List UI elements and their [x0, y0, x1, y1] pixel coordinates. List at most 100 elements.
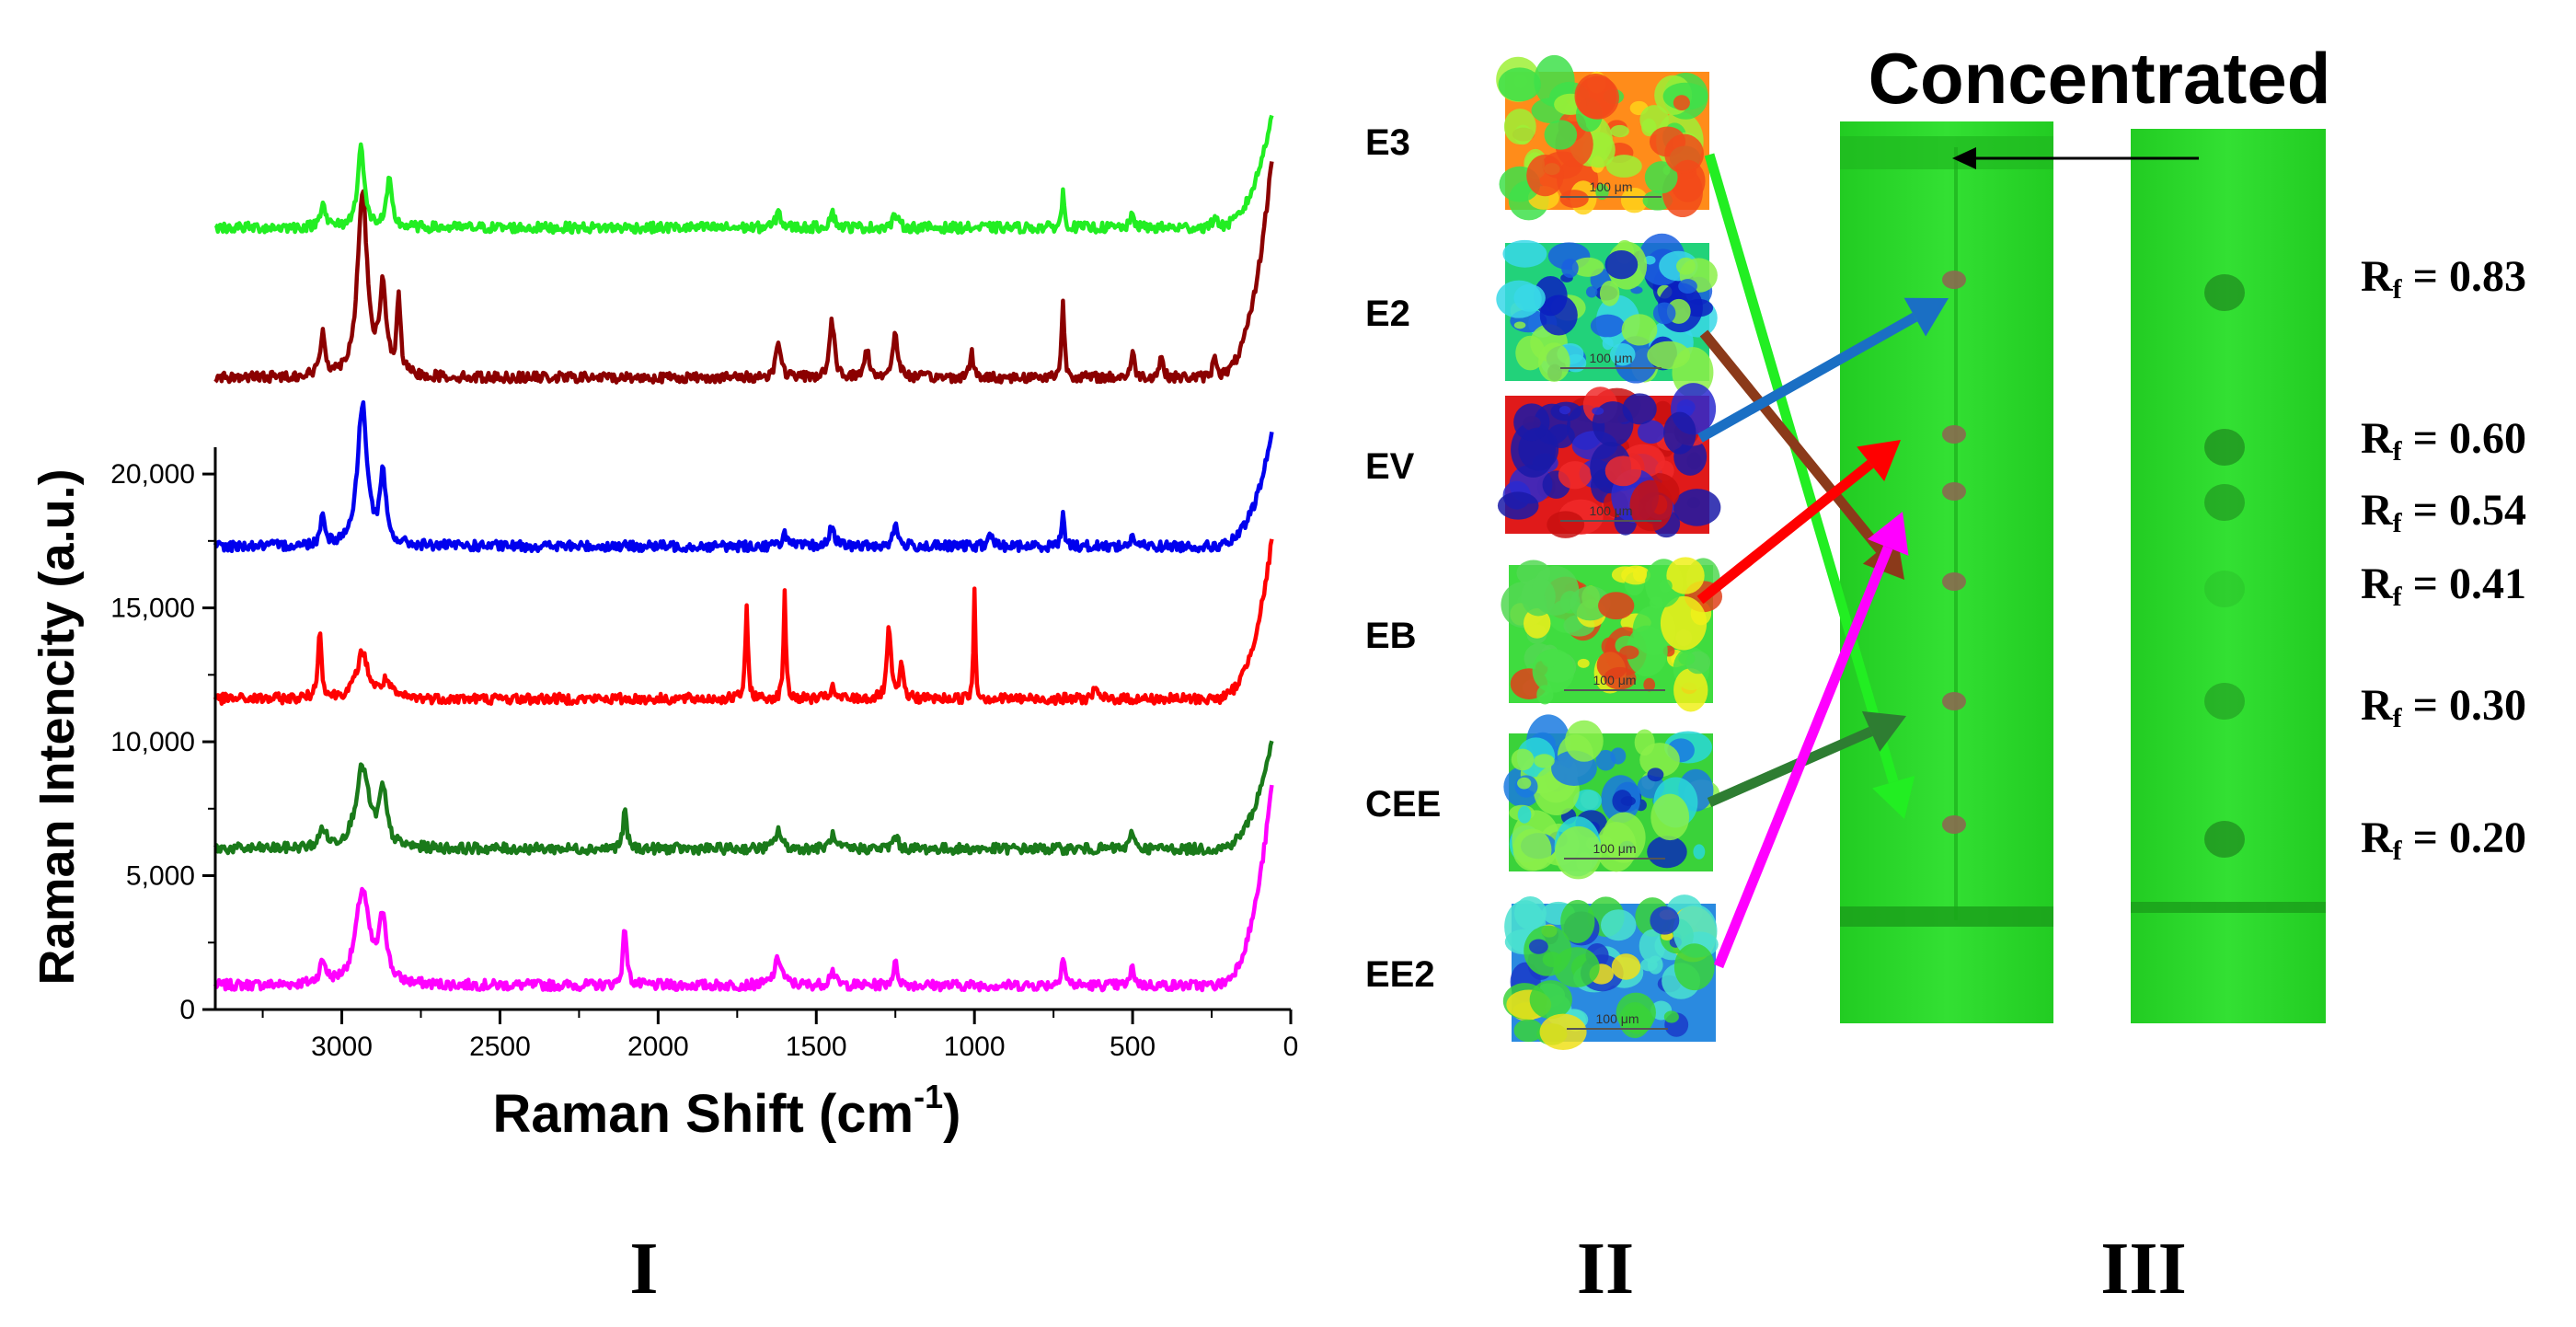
tlc-spot-right [2204, 429, 2245, 466]
scale-bar-label: 100 μm [1593, 841, 1637, 856]
map-blob [1673, 95, 1690, 110]
map-blob [1693, 844, 1706, 860]
tlc-spot-right [2204, 274, 2245, 311]
map-blob [1643, 677, 1656, 692]
map-blob [1571, 257, 1604, 277]
map-blob [1611, 953, 1641, 980]
map-blob [1673, 904, 1718, 958]
map-blob [1559, 190, 1589, 208]
rf-eq: = [2402, 560, 2449, 608]
concentrated-arrow-head [1952, 147, 1976, 169]
map-blob [1622, 393, 1657, 425]
map-blob [1676, 257, 1696, 275]
arrow-eb [1696, 459, 1874, 605]
map-blob [1609, 342, 1636, 366]
panel-label-III: III [2100, 1229, 2186, 1310]
map-blob [1620, 187, 1649, 213]
map-blob [1560, 899, 1595, 943]
map-blob [1644, 255, 1656, 265]
map-blob [1502, 239, 1547, 268]
raman-map-ee2: 100 μm [1502, 894, 1719, 1050]
map-blob [1659, 579, 1673, 594]
map-blob [1524, 607, 1551, 639]
x-axis-label: Raman Shift (cm-1) [493, 1078, 961, 1144]
rf-symbol: R [2361, 681, 2394, 730]
x-tick-label: 500 [1110, 1032, 1156, 1062]
map-blob [1517, 805, 1532, 824]
map-blob [1553, 947, 1600, 988]
map-blob [1616, 992, 1656, 1033]
map-tiles: 100 μm 100 μm 100 μm 100 μm 100 μm 100 μm [1496, 54, 1723, 1050]
map-blob [1664, 133, 1704, 174]
series-ev [213, 399, 1274, 554]
y-tick-label: 10,000 [110, 727, 195, 757]
map-blob [1497, 491, 1539, 520]
tlc-spot-right [2204, 821, 2245, 858]
map-blob [1678, 652, 1696, 665]
x-axis-ticks: 3000 2500 2000 1500 1000 500 0 [261, 1010, 1298, 1062]
rf-label: Rf = 0.30 [2361, 681, 2526, 733]
rf-value: 0.20 [2449, 814, 2526, 862]
map-blob [1640, 958, 1658, 972]
tlc-spot-left [1942, 271, 1966, 289]
map-label-ee2: EE2 [1365, 954, 1435, 995]
map-blob [1573, 789, 1602, 813]
map-blob [1629, 479, 1673, 532]
map-blob [1503, 109, 1536, 145]
y-tick-label: 5,000 [126, 861, 195, 892]
map-blob [1673, 943, 1715, 991]
map-blob [1515, 335, 1546, 371]
series-e3 [213, 114, 1274, 236]
rf-value: 0.54 [2449, 486, 2526, 535]
y-tick-label: 20,000 [110, 459, 195, 490]
map-blob [1526, 154, 1564, 197]
map-blob [1539, 1013, 1587, 1050]
map-blob [1558, 406, 1571, 415]
map-blob [1554, 825, 1603, 880]
map-blob [1600, 909, 1637, 941]
tlc-spot-left [1942, 425, 1966, 444]
scale-bar-label: 100 μm [1590, 503, 1633, 518]
arrow-head-cee [1861, 710, 1906, 752]
rf-value: 0.30 [2449, 681, 2526, 730]
map-blob [1565, 720, 1604, 762]
map-blob [1626, 625, 1668, 677]
rf-value: 0.41 [2449, 560, 2526, 608]
map-blob [1673, 489, 1721, 526]
map-blob [1592, 407, 1604, 415]
x-tick-label: 2000 [627, 1032, 689, 1062]
series-e2 [213, 161, 1274, 385]
map-blob [1544, 120, 1578, 150]
tlc-spots [1942, 271, 2245, 858]
map-blob [1590, 314, 1625, 338]
arrow-cee [1707, 726, 1873, 808]
map-blob [1673, 668, 1708, 712]
map-blob [1649, 596, 1663, 609]
tlc-spot-left [1942, 815, 1966, 834]
map-blob [1599, 281, 1620, 306]
rf-subscript: f [2393, 836, 2403, 866]
map-blob [1532, 648, 1575, 693]
map-blob [1547, 511, 1585, 538]
rf-value: 0.60 [2449, 414, 2526, 463]
x-axis-label-close: ) [943, 1084, 960, 1144]
map-blob [1666, 557, 1705, 594]
x-tick-label: 3000 [311, 1032, 373, 1062]
map-blob [1619, 645, 1639, 660]
map-blob [1534, 754, 1555, 768]
rf-subscript: f [2393, 508, 2403, 538]
spectra-series-group [213, 114, 1274, 993]
map-blob [1596, 650, 1628, 680]
rf-label: Rf = 0.60 [2361, 414, 2526, 467]
map-blob [1521, 577, 1556, 617]
map-blob [1539, 294, 1578, 336]
raman-map-e3: 100 μm [1496, 54, 1709, 221]
arrow-head-e3 [1872, 775, 1915, 819]
tlc-spot-left [1942, 482, 1966, 501]
raman-map-eb: 100 μm [1501, 557, 1723, 712]
tlc-spot-left [1942, 692, 1966, 710]
map-blob [1511, 748, 1535, 771]
y-axis-ticks: 0 5,000 10,000 15,000 20,000 [110, 459, 215, 1025]
